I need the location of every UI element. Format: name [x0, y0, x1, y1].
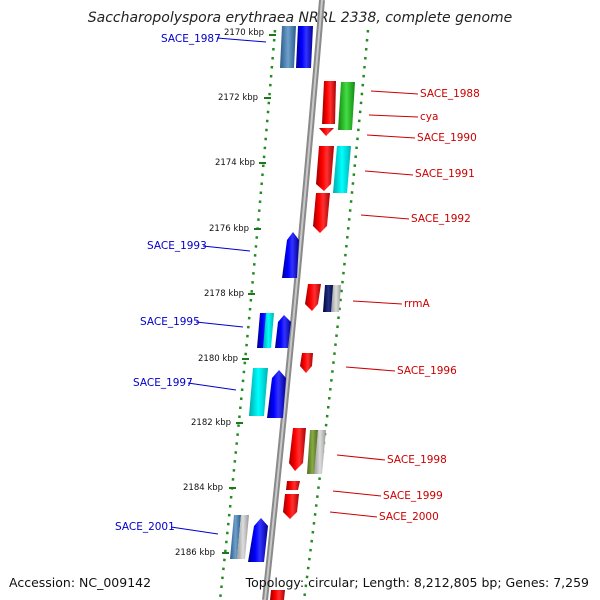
gene-label[interactable]: SACE_1991 [415, 168, 475, 180]
forward-strand-genes [230, 26, 313, 562]
leader-line [370, 90, 419, 95]
tick-marks [222, 34, 276, 554]
tick-label: 2176 kbp [209, 224, 249, 234]
gene-labels: SACE_1987 SACE_1993 SACE_1995 SACE_1997 … [115, 33, 480, 533]
gene-label[interactable]: SACE_1993 [147, 240, 207, 252]
tick-label: 2184 kbp [183, 483, 223, 493]
leader-line [352, 300, 403, 305]
track-boundaries [218, 29, 370, 600]
gene-feature[interactable] [322, 81, 336, 124]
tick-label: 2182 kbp [191, 418, 231, 428]
gene-feature[interactable] [296, 26, 313, 68]
gene-feature[interactable] [230, 515, 241, 559]
gene-feature[interactable] [283, 494, 299, 519]
leader-line [366, 134, 416, 139]
leader-line [202, 245, 251, 252]
gene-label[interactable]: SACE_1997 [133, 377, 193, 389]
gene-feature[interactable] [282, 232, 299, 278]
gene-label[interactable]: SACE_2000 [379, 511, 439, 523]
gene-label[interactable]: SACE_1988 [420, 88, 480, 100]
gene-feature[interactable] [249, 368, 268, 416]
leader-line [329, 511, 378, 518]
leader-lines [170, 37, 419, 535]
gene-feature[interactable] [338, 82, 355, 130]
gene-feature[interactable] [305, 284, 321, 311]
gene-label[interactable]: SACE_1995 [140, 316, 200, 328]
gene-feature[interactable] [331, 285, 341, 312]
gene-label[interactable]: rrmA [404, 298, 430, 310]
accession-text: Accession: NC_009142 [9, 575, 152, 590]
gene-feature[interactable] [267, 370, 286, 418]
outer-right-track-line [302, 29, 370, 600]
leader-line [332, 490, 382, 497]
gene-feature[interactable] [263, 313, 274, 348]
tick-label: 2170 kbp [224, 28, 264, 38]
leader-line [216, 37, 267, 43]
gene-feature[interactable] [319, 128, 334, 136]
leader-line [195, 321, 244, 328]
gene-label[interactable]: SACE_1990 [417, 132, 477, 144]
outer-left-track-line [218, 29, 277, 600]
genome-title: Saccharopolyspora erythraea NRRL 2338, c… [87, 10, 513, 26]
leader-line [187, 382, 237, 391]
gene-feature[interactable] [323, 285, 334, 312]
leader-line [360, 214, 410, 220]
gene-label[interactable]: SACE_1999 [383, 490, 443, 502]
leader-line [368, 114, 419, 118]
tick-label: 2172 kbp [218, 93, 258, 103]
gene-label[interactable]: SACE_2001 [115, 521, 175, 533]
leader-line [364, 170, 414, 176]
leader-line [336, 454, 386, 461]
gene-feature[interactable] [275, 315, 291, 348]
gene-feature[interactable] [300, 353, 313, 373]
gene-label[interactable]: cya [420, 111, 438, 123]
reverse-strand-genes [270, 81, 355, 600]
gene-feature[interactable] [316, 146, 334, 191]
gene-feature[interactable] [237, 515, 249, 559]
gene-feature[interactable] [289, 428, 306, 471]
gene-label[interactable]: SACE_1998 [387, 454, 447, 466]
tick-labels: 2170 kbp 2172 kbp 2174 kbp 2176 kbp 2178… [175, 28, 264, 558]
gene-feature[interactable] [333, 146, 351, 193]
genome-backbone-highlight [264, 0, 323, 600]
gene-label[interactable]: SACE_1987 [161, 33, 221, 45]
tick-label: 2178 kbp [204, 289, 244, 299]
leader-line [345, 366, 396, 372]
gene-feature[interactable] [270, 590, 285, 600]
tick-label: 2180 kbp [198, 354, 238, 364]
gene-feature[interactable] [286, 481, 300, 490]
gene-label[interactable]: SACE_1992 [411, 213, 471, 225]
tick-label: 2174 kbp [215, 158, 255, 168]
gene-label[interactable]: SACE_1996 [397, 365, 457, 377]
leader-line [170, 526, 219, 535]
gene-feature[interactable] [314, 430, 326, 474]
topology-text: Topology: circular; Length: 8,212,805 bp… [245, 575, 589, 590]
tick-label: 2186 kbp [175, 548, 215, 558]
gene-feature[interactable] [248, 518, 268, 562]
gene-feature[interactable] [280, 26, 296, 68]
gene-feature[interactable] [313, 193, 330, 233]
